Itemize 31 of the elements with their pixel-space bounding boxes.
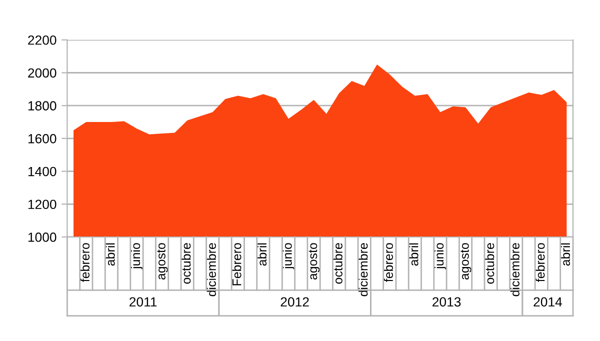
x-tick-label: diciembre xyxy=(510,243,520,296)
x-tick-label: abril xyxy=(409,243,418,266)
text: 2012 xyxy=(280,297,309,307)
x-tick-label: diciembre xyxy=(206,243,216,296)
y-tick-label: 1000 xyxy=(28,232,56,242)
x-tick-label: junio xyxy=(434,243,446,270)
x-tick-label: abril xyxy=(257,243,267,266)
x-tick-label: junio xyxy=(282,243,294,270)
text: 2014 xyxy=(534,297,562,307)
x-tick-label: abril xyxy=(106,243,115,266)
x-tick-label: agosto xyxy=(308,243,320,280)
x-tick-label: octubre xyxy=(333,243,342,284)
y-tick-label: 1400 xyxy=(28,166,56,176)
x-tick-label: junio xyxy=(130,243,143,270)
x-tick-label: febrero xyxy=(384,243,394,282)
text: 2011 xyxy=(130,297,157,307)
y-tick-label: 2000 xyxy=(28,68,56,78)
x-tick-label: agosto xyxy=(157,243,168,280)
x-tick-label: abril xyxy=(560,243,570,266)
x-tick-label: febrero xyxy=(80,243,90,282)
y-tick-label: 1800 xyxy=(28,101,56,111)
x-tick-label: octubre xyxy=(182,243,191,284)
x-tick-label: diciembre xyxy=(358,243,368,296)
x-tick-label: octubre xyxy=(484,243,494,284)
x-tick-label: agosto xyxy=(460,243,472,280)
x-tick-label: Febrero xyxy=(232,243,242,286)
y-tick-label: 1600 xyxy=(28,134,56,144)
text: 2013 xyxy=(432,297,461,307)
y-tick-label: 2200 xyxy=(28,35,56,45)
y-tick-label: 1200 xyxy=(28,200,56,210)
x-tick-label: febrero xyxy=(536,243,545,282)
